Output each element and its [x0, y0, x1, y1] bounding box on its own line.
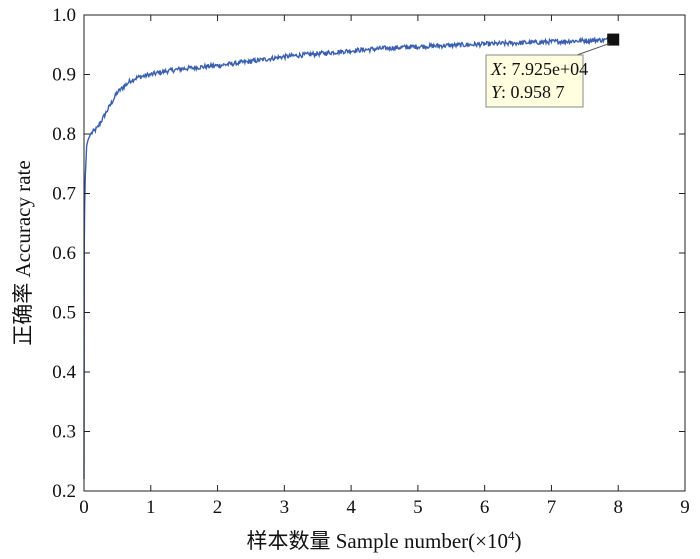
datatip-y-label: Y — [491, 82, 503, 102]
datatip-y-value: : 0.958 7 — [501, 82, 565, 102]
y-tick-label: 0.4 — [52, 362, 76, 383]
x-tick-label: 8 — [613, 497, 623, 518]
y-axis: 0.2 0.3 0.4 0.5 0.6 0.7 0.8 0.9 1.0 — [52, 5, 685, 502]
datatip-box — [485, 54, 584, 108]
x-tick-label: 2 — [213, 497, 223, 518]
plot-area-frame — [83, 14, 686, 492]
x-tick-label: 3 — [280, 497, 290, 518]
y-tick-label: 0.9 — [52, 65, 76, 86]
datatip-y-row: Y: 0.958 7 — [491, 82, 565, 102]
x-tick-label: 6 — [480, 497, 490, 518]
x-tick-label: 0 — [79, 497, 89, 518]
datatip-x-row: X: 7.925e+04 — [490, 59, 588, 79]
x-tick-label: 5 — [413, 497, 423, 518]
x-axis-title-tail: ) — [514, 529, 521, 553]
x-axis-title: 样本数量 Sample number(×104) — [247, 528, 522, 553]
datatip-x-value: : 7.925e+04 — [502, 59, 588, 79]
y-tick-label: 0.2 — [52, 481, 76, 502]
y-tick-label: 0.8 — [52, 124, 76, 145]
series-layer — [83, 36, 614, 480]
x-axis-title-superscript: 4 — [508, 528, 515, 543]
y-tick-label: 0.6 — [52, 243, 76, 264]
x-tick-label: 1 — [146, 497, 156, 518]
y-tick-label: 1.0 — [52, 5, 76, 26]
y-tick-label: 0.3 — [52, 422, 76, 443]
x-tick-label: 9 — [680, 497, 690, 518]
x-tick-label: 7 — [547, 497, 557, 518]
y-tick-label: 0.7 — [52, 184, 76, 205]
y-axis-title: 正确率 Accuracy rate — [11, 160, 35, 345]
x-axis-title-main: 样本数量 Sample number(×10 — [247, 529, 508, 553]
datatip-layer: X: 7.925e+04 Y: 0.958 7 — [485, 33, 620, 108]
x-tick-label: 4 — [346, 497, 356, 518]
accuracy-series-line — [83, 36, 614, 480]
datatip-pointer — [576, 43, 610, 56]
datatip-x-label: X — [490, 59, 503, 79]
y-tick-label: 0.5 — [52, 303, 76, 324]
x-axis: 0 1 2 3 4 5 6 7 8 9 — [79, 15, 690, 518]
datatip-marker[interactable] — [607, 33, 620, 46]
